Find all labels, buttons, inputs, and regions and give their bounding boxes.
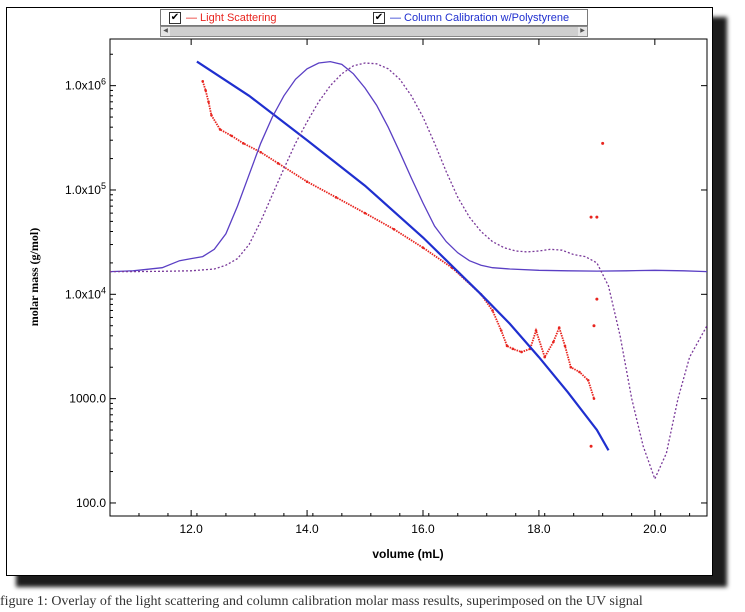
x-tick-label: 20.0	[643, 522, 667, 536]
series-light-scattering-outliers-point	[592, 324, 596, 328]
legend-item-light-scattering[interactable]: ✔ — Light Scattering	[169, 11, 277, 25]
legend-scrollbar[interactable]: ◀ ▶	[160, 26, 588, 37]
series-light-scattering-point	[578, 370, 581, 374]
legend-label-column-calibration: — Column Calibration w/Polystyrene	[390, 12, 570, 24]
axis-layer: 12.0 14.0 16.0 18.0 20.0 100.0 1000.0 1.0x104 1.…	[65, 39, 707, 536]
scroll-left-arrow-icon[interactable]: ◀	[161, 27, 170, 36]
series-light-scattering-outliers-point	[595, 215, 599, 219]
series-light-scattering-outliers-point	[595, 297, 599, 301]
series-light-scattering-point	[586, 378, 590, 382]
x-tick-label: 16.0	[411, 522, 435, 536]
y-tick-label: 1.0x106	[65, 77, 106, 93]
legend-item-column-calibration[interactable]: ✔ — Column Calibration w/Polystyrene	[373, 11, 569, 25]
plot-area	[109, 38, 708, 517]
series-column-calibration-w-polystyrene-line	[196, 60, 610, 451]
series-uv-trace-dashed--line	[110, 62, 708, 481]
series-light-scattering-point	[421, 246, 425, 249]
series-light-scattering-point	[363, 211, 367, 215]
legend-bar: ✔ — Light Scattering ✔ — Column Calibrat…	[160, 9, 588, 26]
figure-caption: figure 1: Overlay of the light scatterin…	[0, 594, 643, 609]
series-light-scattering-point	[230, 134, 234, 138]
series-light-scattering-outliers-point	[601, 141, 605, 145]
legend-checkbox-column-calibration[interactable]: ✔	[373, 12, 385, 24]
series-light-scattering-point	[491, 309, 494, 312]
series-light-scattering-point	[520, 350, 523, 354]
series-light-scattering-point	[592, 397, 596, 400]
series-layer	[109, 60, 708, 481]
x-tick-label: 14.0	[295, 522, 319, 536]
series-light-scattering-point	[218, 128, 222, 131]
series-light-scattering-point	[511, 347, 515, 351]
series-uv-trace-solid--line	[109, 60, 708, 273]
series-light-scattering-point	[204, 89, 207, 92]
y-tick-label: 100.0	[76, 496, 106, 510]
series-light-scattering-point	[505, 344, 509, 348]
series-light-scattering-point	[201, 80, 205, 83]
series-light-scattering-point	[552, 340, 555, 344]
series-light-scattering-point	[305, 180, 309, 184]
legend-checkbox-light-scattering[interactable]: ✔	[169, 12, 181, 24]
series-light-scattering-point	[334, 196, 338, 199]
x-axis-label: volume (mL)	[372, 547, 443, 561]
series-light-scattering-point	[242, 142, 245, 145]
series-light-scattering-point	[569, 365, 573, 369]
series-light-scattering-point	[543, 355, 547, 359]
series-light-scattering-point	[534, 329, 538, 332]
series-light-scattering-point	[210, 113, 213, 117]
series-light-scattering-point	[557, 326, 561, 329]
series-light-scattering-point	[207, 100, 210, 104]
series-light-scattering-point	[499, 329, 503, 332]
series-light-scattering-point	[563, 344, 567, 348]
y-tick-label: 1.0x105	[65, 181, 106, 197]
series-light-scattering-point	[392, 227, 396, 231]
x-tick-label: 12.0	[179, 522, 203, 536]
y-tick-label: 1.0x104	[65, 285, 106, 301]
x-tick-label: 18.0	[527, 522, 551, 536]
legend-label-light-scattering: — Light Scattering	[186, 12, 277, 24]
series-light-scattering-point	[259, 150, 262, 154]
series-light-scattering-point	[276, 162, 280, 165]
y-axis-label: molar mass (g/mol)	[27, 228, 41, 326]
scroll-right-arrow-icon[interactable]: ▶	[578, 27, 587, 36]
y-tick-label: 1000.0	[69, 392, 106, 406]
series-light-scattering-outliers-point	[589, 215, 593, 219]
series-light-scattering-outliers-point	[589, 444, 593, 448]
